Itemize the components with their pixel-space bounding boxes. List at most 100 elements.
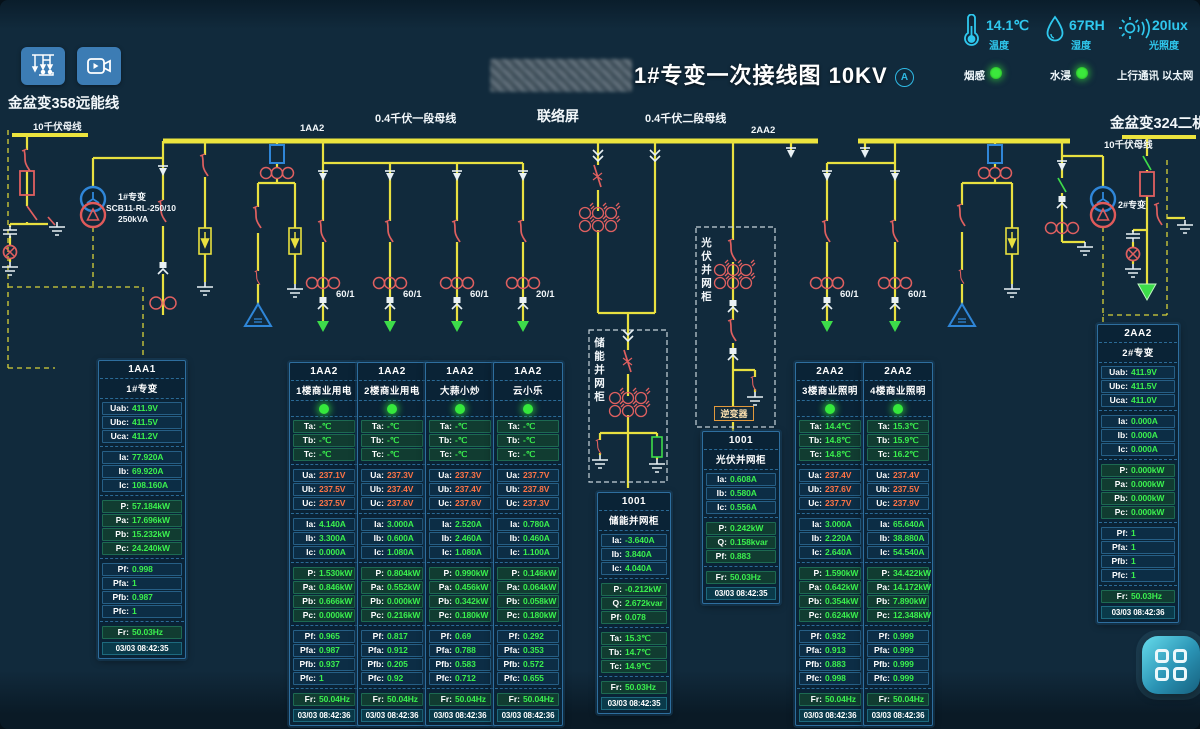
metric-row-Pf: Pf: 0.817 bbox=[361, 630, 423, 643]
cabinet-panel-p2[interactable]: 1AA2 1楼商业用电 Ta: -℃ Tb: -℃ Tc: -℃ Ua: 237.1V Ub: 237… bbox=[289, 362, 359, 726]
status-dot bbox=[455, 403, 465, 414]
metric-row-Ub: Ub: 237.5V bbox=[867, 483, 929, 496]
panel-title: 1001 bbox=[599, 494, 669, 511]
cabinet-panel-p4[interactable]: 1AA2 大蒜小炒 Ta: -℃ Tb: -℃ Tc: -℃ Ua: 237.3V Ub: 237.4… bbox=[425, 362, 495, 726]
bus2-tag: 2AA2 bbox=[751, 125, 775, 136]
metric-row-Pb: Pb: 0.354kW bbox=[799, 595, 861, 608]
metric-row-Tb: Tb: 14.7℃ bbox=[601, 646, 667, 659]
metric-row-P: P: 57.184kW bbox=[102, 500, 182, 513]
panel-timestamp: 03/03 08:42:36 bbox=[361, 708, 423, 722]
panel-status-row bbox=[495, 401, 561, 417]
metric-row-Ic: Ic: 1.100A bbox=[497, 546, 559, 559]
metric-row-Uc: Uc: 237.3V bbox=[497, 497, 559, 510]
metric-row-Pb: Pb: 0.058kW bbox=[497, 595, 559, 608]
metric-row-Fr: Fr: 50.03Hz bbox=[1101, 590, 1175, 603]
metric-row-Fr: Fr: 50.04Hz bbox=[361, 693, 423, 706]
metric-row-Pfb: Pfb: 0.987 bbox=[102, 591, 182, 604]
metric-row-Pfc: Pfc: 1 bbox=[293, 672, 355, 685]
metric-row-Pfb: Pfb: 0.999 bbox=[867, 658, 929, 671]
metric-row-Pb: Pb: 0.000kW bbox=[1101, 492, 1175, 505]
metric-row-Pa: Pa: 0.000kW bbox=[1101, 478, 1175, 491]
bus1-tag: 1AA2 bbox=[300, 123, 324, 134]
video-button[interactable] bbox=[77, 47, 121, 85]
ct-ratio-label: 60/1 bbox=[470, 289, 489, 300]
metric-row-Ib: Ib: 2.460A bbox=[429, 532, 491, 545]
inverter-tag: 逆变器 bbox=[714, 406, 754, 421]
panel-title: 2AA2 bbox=[865, 364, 931, 381]
annotation-badge[interactable]: A bbox=[895, 68, 914, 87]
metric-row-Pfc: Pfc: 1 bbox=[102, 605, 182, 618]
metric-row-Pc: Pc: 0.180kW bbox=[497, 609, 559, 622]
cabinet-panel-p7[interactable]: 1001 光伏并网柜 Ia: 0.608A Ib: 0.580A Ic: 0.556A P: 0.… bbox=[702, 431, 780, 604]
metric-row-Pa: Pa: 14.172kW bbox=[867, 581, 931, 594]
storage-cabinet-label: 储能并网柜 bbox=[593, 337, 605, 405]
metric-row-Tc: Tc: -℃ bbox=[361, 448, 423, 461]
metric-row-Tc: Tc: 14.8℃ bbox=[799, 448, 861, 461]
metric-row-Fr: Fr: 50.04Hz bbox=[497, 693, 559, 706]
lux-value: 20lux bbox=[1152, 17, 1188, 33]
metric-row-Pa: Pa: 0.552kW bbox=[361, 581, 423, 594]
uplink-ethernet-label: 上行通讯 以太网 bbox=[1117, 70, 1194, 82]
storage-cabinet-box bbox=[588, 329, 668, 483]
metric-row-Pf: Pf: 0.69 bbox=[429, 630, 491, 643]
metric-row-Pfa: Pfa: 0.912 bbox=[361, 644, 423, 657]
metric-row-Ua: Ua: 237.3V bbox=[429, 469, 491, 482]
metric-row-Ua: Ua: 237.1V bbox=[293, 469, 355, 482]
metric-row-Ua: Ua: 237.4V bbox=[799, 469, 861, 482]
metric-row-Ua: Ua: 237.4V bbox=[867, 469, 929, 482]
metric-row-Uc: Uc: 237.9V bbox=[867, 497, 929, 510]
cabinet-panel-p5[interactable]: 1AA2 云小乐 Ta: -℃ Tb: -℃ Tc: -℃ Ua: 237.7V Ub: 237.8V… bbox=[493, 362, 563, 726]
metric-row-Fr: Fr: 50.03Hz bbox=[706, 571, 776, 584]
metric-row-Ib: Ib: 2.220A bbox=[799, 532, 861, 545]
metric-row-Pf: Pf: 0.998 bbox=[102, 563, 182, 576]
panel-title: 2AA2 bbox=[1099, 326, 1177, 343]
water-sensor-label: 水浸 bbox=[1050, 70, 1071, 82]
xfmr1-model: SCB11-RL-250/10 bbox=[106, 203, 176, 213]
diagram-view-button[interactable] bbox=[21, 47, 65, 85]
cabinet-panel-p8[interactable]: 2AA2 3楼商业照明 Ta: 14.4℃ Tb: 14.8℃ Tc: 14.8℃ Ua: 237… bbox=[795, 362, 865, 726]
panel-timestamp: 03/03 08:42:36 bbox=[497, 708, 559, 722]
cabinet-panel-p1[interactable]: 1AA1 1#专变 Uab: 411.9V Ubc: 411.5V Uca: 411.2V Ia… bbox=[98, 360, 186, 659]
smoke-status-dot bbox=[990, 67, 1002, 79]
droplet-icon bbox=[1046, 15, 1064, 42]
panel-subtitle: 1楼商业用电 bbox=[291, 381, 357, 401]
cabinet-panel-p6[interactable]: 1001 储能并网柜 Ia: -3.640A Ib: 3.840A Ic: 4.040A P: -… bbox=[597, 492, 671, 714]
metric-row-Ib: Ib: 38.880A bbox=[867, 532, 929, 545]
metric-row-Ib: Ib: 0.600A bbox=[361, 532, 423, 545]
app-grid-button[interactable] bbox=[1142, 636, 1200, 694]
metric-row-Uab: Uab: 411.9V bbox=[102, 402, 182, 415]
status-dot bbox=[319, 403, 329, 414]
left-line-label: 金盆变358远能线 bbox=[7, 94, 120, 112]
cabinet-panel-p9[interactable]: 2AA2 4楼商业照明 Ta: 15.3℃ Tb: 15.9℃ Tc: 16.2℃ Ua: 237… bbox=[863, 362, 933, 726]
humidity-value: 67RH bbox=[1069, 17, 1105, 33]
metric-row-Uc: Uc: 237.6V bbox=[429, 497, 491, 510]
metric-row-P: P: 1.590kW bbox=[799, 567, 861, 580]
panel-title: 1AA2 bbox=[291, 364, 357, 381]
bus1-label: 0.4千伏一段母线 bbox=[375, 111, 456, 125]
status-dot bbox=[825, 403, 835, 414]
cabinet-panel-p3[interactable]: 1AA2 2楼商业用电 Ta: -℃ Tb: -℃ Tc: -℃ Ua: 237.3V Ub: 237… bbox=[357, 362, 427, 726]
metric-row-Pc: Pc: 0.000kW bbox=[1101, 506, 1175, 519]
metric-row-Tb: Tb: -℃ bbox=[429, 434, 491, 447]
metric-row-P: P: 0.242kW bbox=[706, 522, 776, 535]
camera-icon bbox=[87, 58, 111, 74]
cabinet-panel-p10[interactable]: 2AA2 2#专变 Uab: 411.9V Ubc: 411.5V Uca: 411.0V Ia… bbox=[1097, 324, 1179, 623]
metric-row-Ia: Ia: -3.640A bbox=[601, 534, 667, 547]
metric-row-Tc: Tc: -℃ bbox=[293, 448, 355, 461]
ct-ratio-label: 60/1 bbox=[403, 289, 422, 300]
metric-row-Tb: Tb: -℃ bbox=[293, 434, 355, 447]
panel-subtitle: 3楼商业照明 bbox=[797, 381, 863, 401]
metric-row-Pc: Pc: 0.216kW bbox=[361, 609, 423, 622]
grid-icon bbox=[1155, 649, 1187, 681]
metric-row-Pfa: Pfa: 1 bbox=[1101, 541, 1175, 554]
metric-row-Pfb: Pfb: 0.883 bbox=[799, 658, 861, 671]
metric-row-Uc: Uc: 237.7V bbox=[799, 497, 861, 510]
metric-row-Fr: Fr: 50.03Hz bbox=[601, 681, 667, 694]
metric-row-Ia: Ia: 3.000A bbox=[361, 518, 423, 531]
left-10kv-label: 10千伏母线 bbox=[33, 121, 82, 133]
metric-row-Pfc: Pfc: 0.655 bbox=[497, 672, 559, 685]
metric-row-Ia: Ia: 2.520A bbox=[429, 518, 491, 531]
metric-row-Fr: Fr: 50.04Hz bbox=[867, 693, 929, 706]
metric-row-Tb: Tb: -℃ bbox=[497, 434, 559, 447]
